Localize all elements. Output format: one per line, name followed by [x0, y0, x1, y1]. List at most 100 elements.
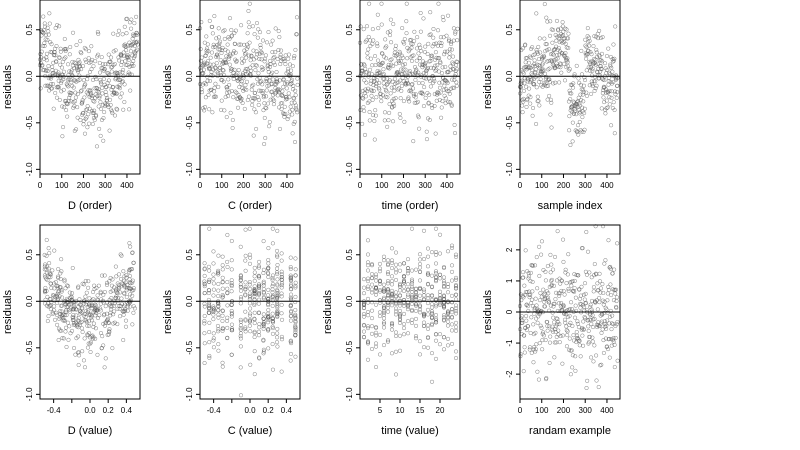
data-point — [393, 270, 399, 275]
data-point — [203, 62, 208, 67]
data-point — [206, 49, 211, 54]
data-point — [550, 27, 556, 33]
data-point — [110, 85, 116, 90]
data-point — [590, 313, 595, 318]
data-point — [62, 105, 67, 110]
data-point — [102, 67, 107, 72]
data-point — [606, 238, 611, 243]
data-point — [449, 341, 455, 346]
data-point — [83, 302, 88, 307]
data-point — [551, 304, 556, 309]
data-point — [409, 301, 415, 307]
data-point — [377, 80, 382, 86]
data-point — [530, 113, 535, 118]
data-point — [542, 54, 547, 59]
data-point — [436, 1, 441, 6]
data-point — [524, 313, 529, 319]
data-point — [453, 292, 459, 297]
data-point — [559, 70, 564, 75]
data-point — [389, 288, 395, 293]
data-point — [453, 325, 459, 330]
data-point — [211, 249, 216, 254]
data-point — [203, 95, 208, 100]
data-point — [612, 131, 617, 136]
data-point — [590, 325, 596, 330]
data-point — [577, 101, 582, 106]
x-tick-label: 0.4 — [121, 406, 133, 415]
data-point — [417, 303, 423, 308]
data-point — [75, 115, 80, 120]
data-point — [455, 60, 460, 65]
data-point — [266, 287, 271, 292]
data-point — [435, 90, 440, 95]
data-point — [291, 56, 296, 61]
data-point — [276, 47, 281, 53]
data-point — [537, 36, 542, 41]
data-point — [75, 318, 81, 323]
data-point — [266, 266, 271, 271]
data-point — [596, 73, 601, 78]
data-point — [445, 343, 451, 348]
x-tick-label: 0 — [198, 181, 203, 190]
data-point — [119, 301, 124, 306]
data-point — [251, 48, 256, 53]
data-point — [545, 319, 550, 325]
data-point — [372, 118, 377, 124]
data-point — [79, 326, 85, 331]
data-point — [252, 291, 257, 296]
data-point — [582, 281, 588, 286]
data-point — [261, 296, 266, 301]
data-point — [563, 267, 568, 272]
data-point — [293, 300, 298, 305]
data-point — [225, 335, 230, 340]
data-point — [530, 303, 535, 308]
data-point — [213, 66, 218, 71]
data-point — [441, 265, 447, 270]
data-point — [587, 334, 592, 339]
data-point — [202, 108, 207, 113]
data-point — [112, 62, 117, 67]
data-point — [595, 281, 600, 286]
data-point — [261, 66, 266, 71]
data-point — [115, 107, 120, 112]
x-tick-label: 300 — [259, 181, 273, 190]
data-point — [220, 267, 225, 272]
data-point — [111, 63, 116, 68]
data-point — [231, 70, 236, 75]
data-point — [397, 262, 403, 267]
data-point — [289, 68, 294, 73]
data-point — [271, 60, 276, 65]
data-point — [421, 16, 426, 21]
data-point — [521, 99, 526, 104]
data-point — [282, 81, 288, 86]
data-point — [582, 78, 588, 83]
data-point — [120, 309, 125, 314]
data-point — [405, 304, 411, 309]
data-point — [243, 292, 248, 297]
data-point — [429, 250, 435, 255]
data-point — [63, 98, 68, 103]
data-point — [570, 279, 575, 284]
data-point — [261, 108, 266, 113]
data-point — [270, 276, 275, 281]
data-point — [528, 270, 533, 275]
data-point — [365, 313, 371, 318]
data-point — [275, 295, 280, 300]
data-point — [381, 300, 387, 305]
x-tick-label: 100 — [215, 181, 229, 190]
data-point — [128, 49, 133, 54]
data-point — [611, 42, 616, 47]
data-point — [202, 284, 207, 289]
data-point — [101, 76, 106, 82]
data-point — [275, 331, 280, 336]
data-point — [275, 312, 280, 317]
data-point — [447, 51, 452, 56]
data-point — [292, 139, 298, 145]
data-point — [550, 62, 555, 67]
data-point — [569, 283, 574, 288]
data-point — [593, 79, 598, 84]
data-point — [281, 77, 286, 82]
data-point — [82, 85, 87, 90]
data-point — [586, 324, 591, 329]
data-point — [594, 378, 599, 383]
